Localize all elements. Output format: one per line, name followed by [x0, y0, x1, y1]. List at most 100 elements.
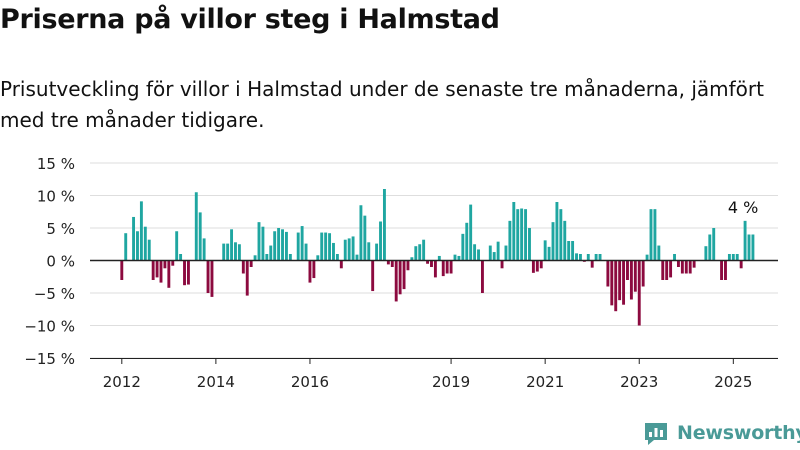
- y-tick-label: −5 %: [34, 285, 75, 303]
- bar: [629, 260, 633, 300]
- bar: [614, 260, 618, 312]
- bar: [418, 244, 422, 261]
- bar: [504, 245, 508, 261]
- bar: [547, 246, 551, 261]
- x-tick-label: 2012: [103, 373, 141, 391]
- bar: [520, 208, 524, 261]
- bar: [457, 255, 461, 261]
- bar: [724, 260, 727, 280]
- bar: [496, 241, 500, 261]
- x-tick-label: 2016: [291, 373, 329, 391]
- bar: [622, 260, 626, 305]
- bar: [124, 233, 128, 261]
- bar: [551, 222, 555, 261]
- y-tick-label: −15 %: [24, 350, 75, 368]
- bar: [206, 260, 210, 293]
- bar: [512, 202, 516, 261]
- bar: [488, 245, 492, 261]
- bar: [673, 254, 676, 261]
- bar: [288, 254, 292, 261]
- bar: [731, 254, 735, 261]
- bar: [308, 260, 312, 283]
- bar: [183, 260, 186, 286]
- bar: [202, 238, 206, 261]
- newsworthy-brand[interactable]: Newsworthy: [643, 420, 800, 446]
- bar: [171, 260, 175, 266]
- bar: [316, 255, 320, 261]
- bar: [261, 226, 265, 261]
- bar: [265, 254, 269, 261]
- bar: [735, 254, 739, 261]
- x-axis: 2012 2014 2016 2019 2021 2023 2025: [90, 358, 778, 391]
- bar: [226, 243, 230, 261]
- bar: [676, 260, 680, 267]
- bar: [571, 241, 575, 261]
- bar: [669, 260, 673, 278]
- bar: [751, 234, 755, 261]
- bar: [688, 260, 692, 274]
- bar: [281, 229, 284, 261]
- bar: [355, 254, 359, 261]
- bar: [430, 260, 433, 267]
- bar: [249, 260, 253, 267]
- bar: [241, 260, 245, 274]
- bar: [132, 216, 136, 261]
- bar: [586, 254, 590, 261]
- bar: [320, 232, 324, 261]
- bar: [727, 254, 731, 261]
- y-axis-tick-labels: 15 % 10 % 5 % 0 % −5 % −10 % −15 %: [24, 155, 75, 368]
- bar: [704, 246, 708, 261]
- bar: [210, 260, 214, 297]
- bar: [528, 228, 531, 261]
- bar: [641, 260, 645, 287]
- bar: [437, 255, 441, 261]
- bar: [382, 189, 386, 261]
- bar: [253, 255, 257, 261]
- bar: [155, 260, 159, 278]
- bar: [273, 231, 277, 261]
- bar: [347, 238, 351, 261]
- bar: [426, 260, 430, 264]
- bar: [328, 233, 332, 261]
- bar: [563, 220, 567, 261]
- bar: [296, 232, 300, 261]
- bar: [575, 253, 578, 261]
- bar: [222, 243, 226, 261]
- bar: [198, 212, 202, 261]
- bar: [539, 260, 543, 269]
- bar: [473, 244, 477, 261]
- bar: [469, 204, 473, 261]
- bar: [590, 260, 594, 268]
- annotations: 4 %: [728, 198, 758, 217]
- y-tick-label: 15 %: [37, 155, 75, 173]
- bar: [743, 220, 747, 261]
- bar: [304, 243, 308, 261]
- bar: [739, 260, 743, 269]
- x-tick-label: 2021: [526, 373, 564, 391]
- bar: [390, 260, 394, 267]
- bar: [594, 254, 598, 261]
- bar: [453, 254, 457, 261]
- bar: [257, 222, 261, 261]
- bar: [606, 260, 610, 287]
- bar: [159, 260, 163, 283]
- bar: [179, 254, 183, 261]
- bar: [359, 205, 363, 261]
- newsworthy-logo-icon: [645, 423, 667, 445]
- x-tick-label: 2014: [197, 373, 235, 391]
- y-tick-label: 0 %: [46, 253, 75, 271]
- bar: [422, 239, 426, 261]
- bar: [245, 260, 249, 296]
- bar: [410, 257, 414, 261]
- brand-name: Newsworthy: [677, 422, 800, 444]
- bar: [559, 209, 563, 261]
- bar: [531, 260, 535, 273]
- bar: [524, 209, 528, 261]
- bar: [610, 260, 614, 306]
- bar: [284, 231, 288, 261]
- bar: [175, 231, 179, 261]
- bar: [465, 222, 469, 261]
- bar: [414, 246, 418, 261]
- bar: [234, 242, 237, 261]
- bar: [684, 260, 688, 274]
